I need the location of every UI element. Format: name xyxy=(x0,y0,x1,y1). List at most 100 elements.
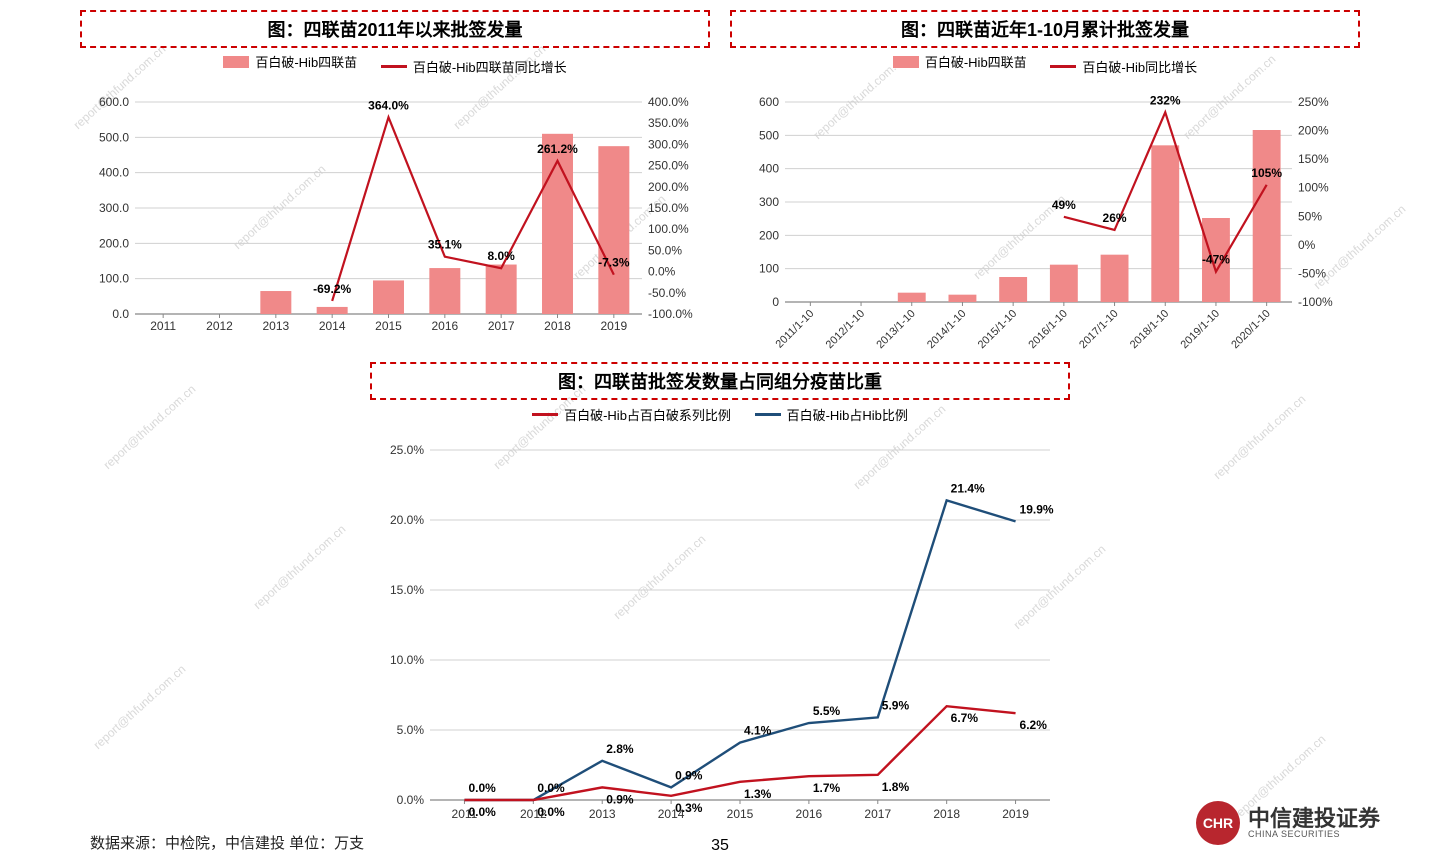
svg-text:1.8%: 1.8% xyxy=(882,780,910,794)
chart2-title: 图：四联苗近年1-10月累计批签发量 xyxy=(730,10,1360,48)
svg-text:0.9%: 0.9% xyxy=(606,792,634,806)
svg-text:150%: 150% xyxy=(1298,152,1329,166)
svg-text:300.0%: 300.0% xyxy=(648,137,689,151)
svg-text:0.9%: 0.9% xyxy=(675,768,703,782)
svg-text:0%: 0% xyxy=(1298,238,1316,252)
watermark: report@thfund.com.cn xyxy=(91,662,189,752)
svg-text:2014/1-10: 2014/1-10 xyxy=(925,307,969,351)
svg-text:100.0%: 100.0% xyxy=(648,222,689,236)
svg-text:0.0: 0.0 xyxy=(112,307,129,321)
svg-text:50%: 50% xyxy=(1298,209,1322,223)
svg-text:4.1%: 4.1% xyxy=(744,724,772,738)
legend-bar-label: 百白破-Hib四联苗 xyxy=(255,52,357,71)
svg-text:500.0: 500.0 xyxy=(99,130,129,144)
svg-text:35.1%: 35.1% xyxy=(428,237,462,251)
watermark: report@thfund.com.cn xyxy=(101,382,199,472)
svg-text:2011: 2011 xyxy=(150,319,176,333)
legend-line-label: 百白破-Hib四联苗同比增长 xyxy=(413,57,567,76)
svg-text:200.0: 200.0 xyxy=(99,236,129,250)
svg-text:-69.2%: -69.2% xyxy=(313,282,351,296)
source-footer: 数据来源：中检院，中信建投 单位：万支 xyxy=(90,832,364,853)
logo-icon: CHR xyxy=(1196,801,1240,845)
svg-text:400: 400 xyxy=(759,161,779,175)
svg-text:200%: 200% xyxy=(1298,123,1329,137)
svg-text:21.4%: 21.4% xyxy=(951,481,985,495)
svg-text:2019: 2019 xyxy=(1002,807,1029,821)
svg-text:200: 200 xyxy=(759,228,779,242)
chart1-svg: 0.0100.0200.0300.0400.0500.0600.0-100.0%… xyxy=(80,82,700,342)
legend-bar-swatch xyxy=(223,56,249,68)
svg-text:232%: 232% xyxy=(1150,93,1181,107)
chart3-legend: 百白破-Hib占百白破系列比例 百白破-Hib占Hib比例 xyxy=(370,404,1070,424)
svg-text:0.0%: 0.0% xyxy=(468,781,496,795)
svg-text:0: 0 xyxy=(772,295,779,309)
svg-text:1.3%: 1.3% xyxy=(744,787,772,801)
svg-text:100.0: 100.0 xyxy=(99,271,129,285)
svg-text:6.2%: 6.2% xyxy=(1020,718,1048,732)
slide: { "watermark_text": "report@thfund.com.c… xyxy=(0,0,1440,863)
svg-text:2015/1-10: 2015/1-10 xyxy=(976,307,1020,351)
chart3-block: 图：四联苗批签发数量占同组分疫苗比重 百白破-Hib占百白破系列比例 百白破-H… xyxy=(370,362,1070,830)
svg-text:0.3%: 0.3% xyxy=(675,801,703,815)
svg-text:2017/1-10: 2017/1-10 xyxy=(1077,307,1121,351)
svg-text:400.0%: 400.0% xyxy=(648,95,689,109)
svg-text:2018: 2018 xyxy=(933,807,960,821)
svg-text:5.5%: 5.5% xyxy=(813,704,841,718)
legend-bar-label: 百白破-Hib四联苗 xyxy=(925,52,1027,71)
page-number: 35 xyxy=(711,837,729,855)
legend-bar-swatch xyxy=(893,56,919,68)
chart1-legend: 百白破-Hib四联苗 百白破-Hib四联苗同比增长 xyxy=(80,52,710,76)
svg-text:20.0%: 20.0% xyxy=(390,513,424,527)
svg-text:2015: 2015 xyxy=(375,319,402,333)
svg-text:2012: 2012 xyxy=(206,319,233,333)
svg-text:19.9%: 19.9% xyxy=(1020,502,1054,516)
svg-text:2016: 2016 xyxy=(431,319,458,333)
svg-text:100: 100 xyxy=(759,261,779,275)
svg-text:25.0%: 25.0% xyxy=(390,443,424,457)
legend-line-swatch xyxy=(381,65,407,68)
svg-text:364.0%: 364.0% xyxy=(368,98,409,112)
svg-text:250.0%: 250.0% xyxy=(648,158,689,172)
svg-text:-47%: -47% xyxy=(1202,252,1230,266)
svg-text:2017: 2017 xyxy=(488,319,515,333)
svg-text:10.0%: 10.0% xyxy=(390,653,424,667)
svg-text:0.0%: 0.0% xyxy=(537,781,565,795)
svg-text:0.0%: 0.0% xyxy=(468,805,496,819)
svg-text:2017: 2017 xyxy=(864,807,891,821)
svg-text:105%: 105% xyxy=(1251,166,1282,180)
svg-text:0.0%: 0.0% xyxy=(537,805,565,819)
svg-text:2020/1-10: 2020/1-10 xyxy=(1229,307,1273,351)
svg-text:8.0%: 8.0% xyxy=(487,249,515,263)
svg-text:5.0%: 5.0% xyxy=(397,723,425,737)
svg-text:2011/1-10: 2011/1-10 xyxy=(774,307,817,350)
chart2-legend: 百白破-Hib四联苗 百白破-Hib同比增长 xyxy=(730,52,1360,76)
legend-line-label: 百白破-Hib同比增长 xyxy=(1082,57,1197,76)
svg-text:250%: 250% xyxy=(1298,95,1329,109)
legend-line1-label: 百白破-Hib占百白破系列比例 xyxy=(564,405,731,424)
watermark: report@thfund.com.cn xyxy=(1211,392,1309,482)
svg-text:-50.0%: -50.0% xyxy=(648,286,686,300)
svg-text:2013: 2013 xyxy=(589,807,616,821)
svg-text:2015: 2015 xyxy=(727,807,754,821)
svg-text:0.0%: 0.0% xyxy=(397,793,425,807)
svg-text:5.9%: 5.9% xyxy=(882,698,910,712)
svg-text:1.7%: 1.7% xyxy=(813,781,841,795)
svg-text:2013/1-10: 2013/1-10 xyxy=(874,307,918,351)
legend-line1-swatch xyxy=(532,413,558,416)
svg-text:400.0: 400.0 xyxy=(99,165,129,179)
svg-text:500: 500 xyxy=(759,128,779,142)
svg-text:600.0: 600.0 xyxy=(99,95,129,109)
svg-text:300: 300 xyxy=(759,195,779,209)
legend-line2-label: 百白破-Hib占Hib比例 xyxy=(787,405,908,424)
svg-text:49%: 49% xyxy=(1052,198,1076,212)
logo-text: 中信建投证券 CHINA SECURITIES xyxy=(1248,808,1380,839)
chart3-title: 图：四联苗批签发数量占同组分疫苗比重 xyxy=(370,362,1070,400)
svg-text:2016: 2016 xyxy=(796,807,823,821)
watermark: report@thfund.com.cn xyxy=(251,522,349,612)
svg-text:-100%: -100% xyxy=(1298,295,1333,309)
chart3-svg: 0.0%5.0%10.0%15.0%20.0%25.0%201120122013… xyxy=(370,430,1070,830)
svg-text:150.0%: 150.0% xyxy=(648,201,689,215)
svg-text:26%: 26% xyxy=(1103,211,1127,225)
svg-text:-50%: -50% xyxy=(1298,266,1326,280)
svg-text:2018/1-10: 2018/1-10 xyxy=(1128,307,1172,351)
